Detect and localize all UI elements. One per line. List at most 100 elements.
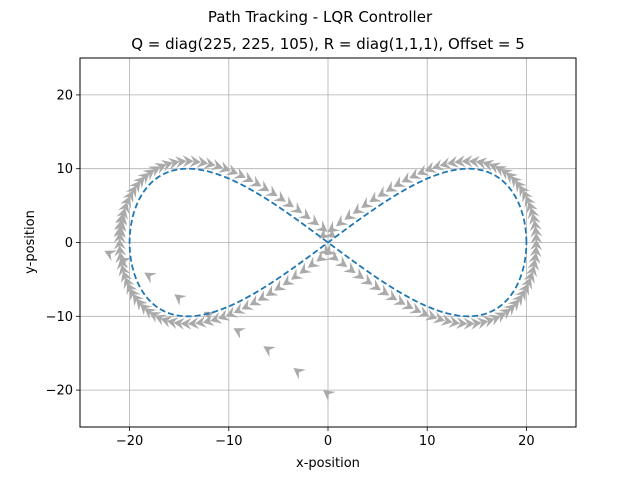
vehicle-pose-arrow xyxy=(351,267,365,280)
vehicle-pose-arrow xyxy=(210,312,223,324)
vehicle-pose-arrow xyxy=(530,232,543,244)
vehicle-pose-arrow xyxy=(343,261,356,274)
vehicle-pose-arrow xyxy=(440,314,453,326)
vehicle-pose-arrow xyxy=(327,221,340,233)
vehicle-pose-arrow xyxy=(432,159,445,171)
vehicle-pose-arrow xyxy=(324,244,338,256)
vehicle-pose-arrow xyxy=(115,212,127,225)
vehicle-pose-arrow xyxy=(503,304,516,316)
vehicle-pose-arrow xyxy=(180,317,192,330)
vehicle-pose-arrow xyxy=(282,274,295,286)
vehicle-pose-arrow xyxy=(249,175,262,187)
vehicle-pose-arrow xyxy=(424,309,438,321)
vehicle-pose-arrow xyxy=(470,317,482,330)
vehicle-pose-arrow xyxy=(334,255,348,268)
vehicle-pose-arrow xyxy=(446,155,459,168)
vehicle-pose-arrow xyxy=(241,299,254,310)
vehicle-pose-arrow xyxy=(225,164,239,176)
vehicle-pose-arrow xyxy=(195,316,207,328)
vehicle-pose-arrow xyxy=(154,163,167,174)
vehicle-pose-arrow xyxy=(376,284,390,296)
vehicle-pose-arrow xyxy=(518,283,529,296)
vehicle-pose-arrow xyxy=(174,294,187,306)
vehicle-pose-arrow xyxy=(316,250,329,262)
vehicle-pose-arrow xyxy=(281,196,294,208)
vehicle-pose-arrow xyxy=(524,195,536,208)
vehicle-pose-arrow xyxy=(525,265,538,278)
vehicle-pose-arrow xyxy=(409,168,422,179)
vehicle-pose-arrow xyxy=(511,294,523,307)
vehicle-pose-arrow xyxy=(263,346,276,358)
x-axis-label: x-position xyxy=(296,456,360,471)
vehicle-pose-arrow xyxy=(137,172,150,185)
chart-subtitle: Q = diag(225, 225, 105), R = diag(1,1,1)… xyxy=(131,35,525,53)
vehicle-pose-arrow xyxy=(189,155,201,168)
vehicle-pose-arrow xyxy=(139,303,153,316)
vehicle-pose-arrow xyxy=(114,218,127,231)
vehicle-pose-arrow xyxy=(385,180,399,192)
vehicle-pose-arrow xyxy=(527,207,540,220)
vehicle-pose-arrow xyxy=(133,176,145,189)
vehicle-pose-arrow xyxy=(505,172,518,184)
vehicle-pose-arrow xyxy=(368,279,381,291)
vehicle-pose-arrow xyxy=(167,157,180,170)
vehicle-pose-arrow xyxy=(160,316,173,328)
vehicle-pose-arrow xyxy=(148,166,161,177)
vehicle-pose-arrow xyxy=(122,190,134,204)
vehicle-pose-arrow xyxy=(187,317,200,330)
vehicle-pose-arrow xyxy=(210,158,224,171)
vehicle-pose-arrow xyxy=(417,306,430,318)
vehicle-pose-arrow xyxy=(104,250,117,262)
vehicle-pose-arrow xyxy=(125,185,137,198)
vehicle-pose-arrow xyxy=(218,161,231,173)
vehicle-pose-arrow xyxy=(113,231,126,244)
vehicle-pose-arrow xyxy=(519,185,530,198)
vehicle-pose-arrow xyxy=(202,314,215,326)
y-tick-label: 0 xyxy=(65,236,73,251)
vehicle-pose-arrow xyxy=(203,157,216,169)
vehicle-pose-arrow xyxy=(196,155,209,168)
y-tick-label: −10 xyxy=(46,310,73,325)
vehicle-pose-arrow xyxy=(528,252,541,264)
y-tick-label: 20 xyxy=(56,88,73,103)
vehicle-pose-arrow xyxy=(523,271,535,284)
vehicle-pose-arrow xyxy=(257,290,271,301)
vehicle-pose-arrow xyxy=(123,276,135,290)
vehicle-pose-arrow xyxy=(116,207,128,220)
vehicle-pose-arrow xyxy=(114,245,127,257)
vehicle-pose-arrow xyxy=(456,317,468,329)
vehicle-pose-arrow xyxy=(493,312,507,324)
vehicle-pose-arrow xyxy=(326,249,339,261)
vehicle-pose-arrow xyxy=(166,317,179,329)
vehicle-pose-arrow xyxy=(488,162,502,174)
vehicle-pose-arrow xyxy=(142,169,155,181)
vehicle-pose-arrow xyxy=(114,220,127,232)
vehicle-pose-arrow xyxy=(482,316,495,328)
vehicle-pose-arrow xyxy=(522,190,533,203)
vehicle-pose-arrow xyxy=(144,308,157,320)
vehicle-pose-arrow xyxy=(173,317,185,330)
vehicle-pose-arrow xyxy=(307,256,321,268)
vehicle-pose-arrow xyxy=(116,258,129,270)
vehicle-pose-arrow xyxy=(126,282,138,296)
reference-path-line xyxy=(128,167,528,318)
vehicle-pose-arrow xyxy=(319,227,332,239)
vehicle-pose-arrow xyxy=(417,164,430,176)
vehicle-pose-arrow xyxy=(344,208,357,220)
vehicle-pose-arrow xyxy=(500,168,513,181)
vehicle-pose-arrow xyxy=(257,180,270,192)
vehicle-pose-arrow xyxy=(510,176,523,189)
vehicle-pose-arrow xyxy=(293,368,306,380)
ticks-layer: −20 −10 0 10 20 −20 −10 0 10 20 xyxy=(46,88,535,449)
vehicle-pose-arrow xyxy=(361,196,374,208)
vehicle-pose-arrow xyxy=(409,302,422,314)
vehicle-pose-arrow xyxy=(401,171,414,183)
vehicle-pose-arrow xyxy=(521,277,533,290)
x-tick-label: −20 xyxy=(116,434,143,449)
vehicle-pose-arrow xyxy=(323,390,336,402)
vehicle-pose-arrow xyxy=(217,309,231,321)
x-tick-label: 10 xyxy=(419,434,436,449)
vehicle-pose-arrow xyxy=(488,314,501,326)
